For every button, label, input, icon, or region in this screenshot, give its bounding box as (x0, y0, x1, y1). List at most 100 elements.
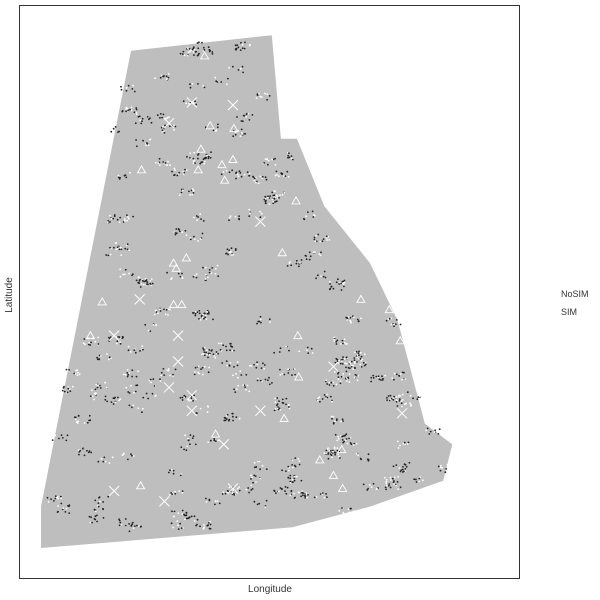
point-dot (437, 465, 440, 468)
point-dot (273, 197, 276, 200)
point-dot (202, 353, 205, 355)
point-dot (216, 500, 219, 502)
point-dot (300, 479, 303, 482)
point-dot (446, 463, 449, 466)
point-dot (126, 107, 129, 110)
point-dot (235, 172, 237, 175)
point-dot (214, 76, 217, 79)
point-dot (68, 512, 71, 514)
point-dot (157, 312, 159, 315)
point-dot (197, 153, 200, 155)
point-dot (190, 399, 192, 402)
point-dot (241, 47, 244, 50)
point-dot (239, 172, 242, 174)
point-dot (233, 366, 235, 368)
point-dot (248, 172, 251, 175)
point-dot (295, 262, 298, 265)
point-dot (198, 312, 201, 315)
point-dot (195, 412, 198, 414)
point-dot (409, 402, 411, 404)
point-dot (334, 433, 337, 436)
point-dot (388, 483, 391, 485)
point-dot (151, 392, 154, 395)
point-dot (68, 369, 70, 371)
point-dot (230, 247, 233, 250)
point-dot (135, 108, 138, 111)
point-dot (221, 362, 224, 364)
point-dot (135, 375, 138, 378)
point-dot (238, 170, 241, 173)
point-dot (381, 375, 383, 378)
point-dot (294, 373, 296, 376)
legend: NoSIM SIM (561, 289, 589, 317)
point-dot (197, 216, 200, 218)
point-dot (108, 358, 110, 361)
point-dot (126, 219, 128, 222)
point-dot (422, 479, 424, 482)
point-dot (287, 404, 290, 406)
point-dot (54, 434, 57, 437)
point-dot (267, 379, 269, 382)
point-dot (162, 161, 165, 163)
point-dot (181, 272, 183, 275)
point-dot (390, 479, 392, 481)
point-dot (298, 350, 301, 353)
point-dot (276, 173, 278, 176)
point-dot (259, 216, 262, 219)
point-dot (96, 358, 99, 361)
point-dot (215, 130, 217, 132)
point-dot (124, 373, 127, 376)
point-dot (358, 357, 360, 360)
point-dot (360, 359, 362, 362)
point-dot (325, 493, 327, 495)
point-dot (160, 371, 163, 374)
point-dot (401, 399, 404, 401)
point-dot (165, 309, 168, 311)
point-dot (131, 375, 134, 378)
point-dot (208, 349, 211, 351)
point-dot (325, 452, 327, 455)
point-dot (398, 394, 400, 397)
point-dot (395, 319, 398, 321)
point-dot (74, 418, 77, 421)
point-dot (322, 238, 325, 241)
point-dot (375, 488, 378, 491)
point-dot (289, 482, 292, 484)
point-dot (347, 316, 350, 319)
point-dot (229, 349, 232, 352)
point-dot (291, 374, 293, 376)
point-dot (235, 372, 237, 375)
point-dot (159, 310, 162, 312)
point-dot (77, 420, 80, 422)
point-dot (168, 493, 171, 496)
point-dot (155, 323, 157, 326)
point-dot (201, 373, 204, 376)
point-dot (350, 360, 353, 363)
point-dot (415, 478, 417, 481)
point-dot (287, 469, 290, 472)
point-dot (252, 481, 255, 484)
point-dot (350, 366, 353, 368)
point-dot (259, 95, 262, 98)
point-dot (268, 318, 271, 321)
point-dot (337, 453, 340, 456)
point-dot (192, 400, 195, 402)
point-dot (82, 342, 85, 345)
point-dot (288, 152, 290, 155)
point-dot (366, 489, 369, 491)
point-dot (248, 119, 251, 121)
point-dot (181, 396, 184, 399)
point-dot (197, 47, 200, 50)
point-dot (90, 451, 93, 454)
point-dot (119, 176, 121, 179)
triangle-point (217, 159, 227, 169)
point-dot (121, 110, 124, 113)
point-dot (338, 283, 340, 285)
point-dot (250, 478, 252, 480)
point-dot (183, 448, 186, 451)
point-dot (230, 254, 233, 256)
point-dot (328, 288, 331, 291)
point-dot (312, 216, 315, 218)
point-dot (102, 508, 105, 511)
